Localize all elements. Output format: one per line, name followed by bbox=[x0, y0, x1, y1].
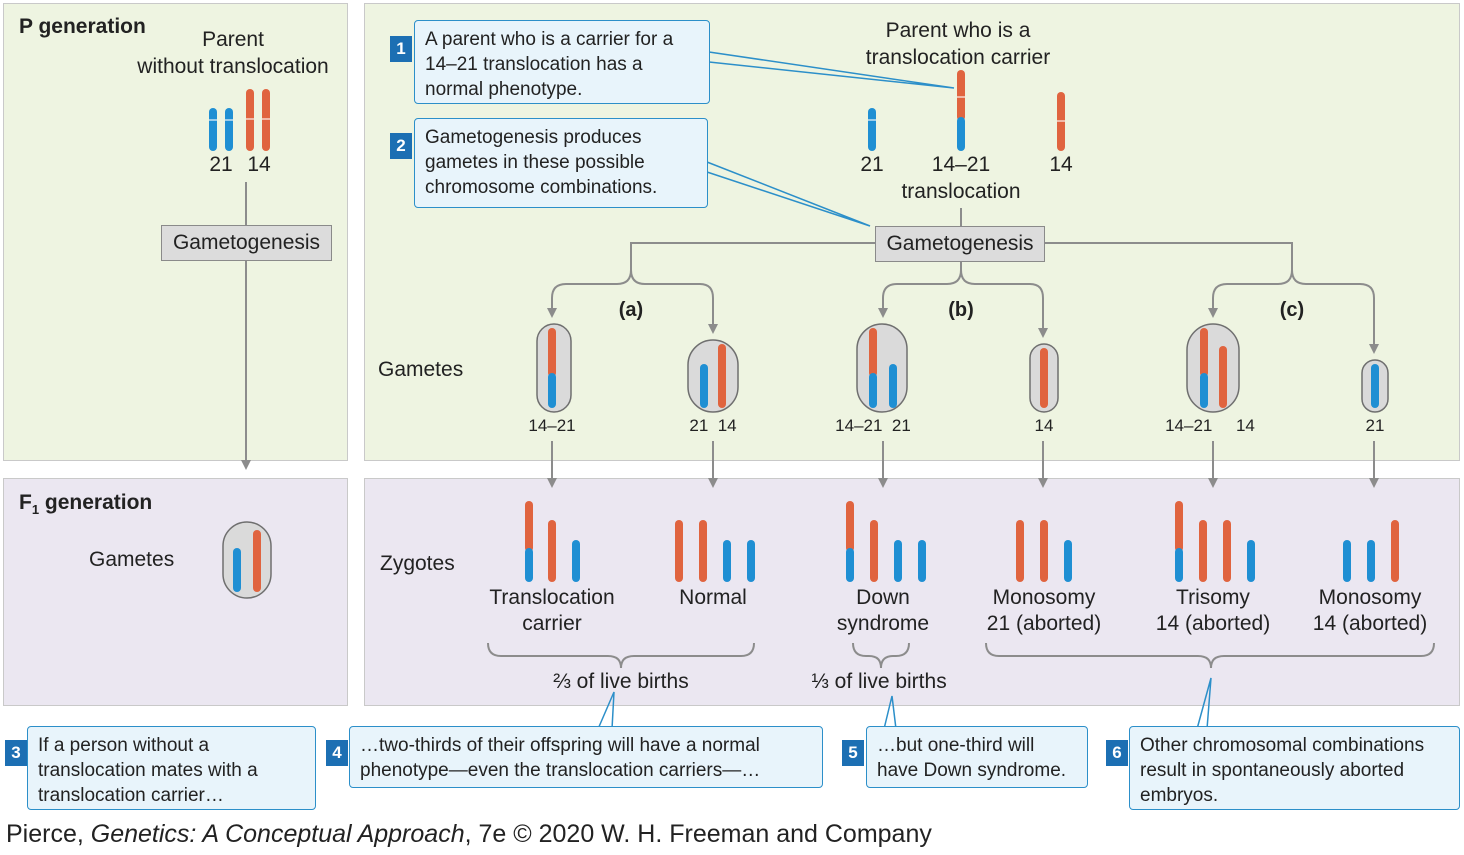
gametogenesis-box-left: Gametogenesis bbox=[161, 225, 332, 261]
zygote-2-line1: Normal bbox=[679, 586, 747, 609]
group-a-label: (a) bbox=[618, 299, 644, 321]
credit-line: Pierce, Genetics: A Conceptual Approach,… bbox=[6, 820, 932, 849]
gametogenesis-box-right: Gametogenesis bbox=[875, 226, 1045, 262]
gamete-label-b2: 14 bbox=[1034, 416, 1054, 435]
callout-6-line2: result in spontaneously aborted bbox=[1140, 760, 1405, 781]
gamete-label-a2: 21 14 bbox=[689, 416, 737, 435]
zygote-3-line1: Down bbox=[856, 586, 910, 609]
chrom-label-14-right: 14 bbox=[1049, 153, 1073, 176]
carrier-parent-label-2: translocation carrier bbox=[865, 46, 1051, 69]
callout-2-line3: chromosome combinations. bbox=[425, 177, 658, 198]
callout-6: Other chromosomal combinations result in… bbox=[1129, 726, 1460, 810]
callout-2-line2: gametes in these possible bbox=[425, 152, 645, 173]
callout-5-number: 5 bbox=[842, 740, 864, 766]
callout-1-line1: A parent who is a carrier for a bbox=[425, 29, 674, 50]
chrom-label-14-left: 14 bbox=[247, 153, 271, 176]
gamete-label-c2: 21 bbox=[1365, 416, 1385, 435]
chrom-label-14-21-right: 14–21 bbox=[931, 153, 991, 176]
f1-gamete-oval bbox=[222, 521, 272, 599]
zygote-1-line2: carrier bbox=[522, 612, 582, 635]
p-generation-title: P generation bbox=[19, 15, 146, 38]
chrom-label-21-left: 21 bbox=[209, 153, 233, 176]
f1-title-sub: 1 bbox=[31, 502, 40, 518]
chrom-label-21-right: 21 bbox=[860, 153, 884, 176]
callout-4: …two-thirds of their offspring will have… bbox=[349, 726, 823, 788]
callout-4-line1: …two-thirds of their offspring will have… bbox=[360, 735, 760, 756]
f1-title-rest: generation bbox=[39, 491, 153, 514]
f1-gametes-label: Gametes bbox=[89, 548, 175, 571]
callout-1-line2: 14–21 translocation has a bbox=[425, 54, 643, 75]
callout-2: Gametogenesis produces gametes in these … bbox=[414, 118, 708, 208]
callout-3-line2: translocation mates with a bbox=[38, 760, 258, 781]
callout-1-number: 1 bbox=[390, 36, 412, 62]
parent-without-translocation-label-1: Parent bbox=[202, 28, 264, 51]
two-thirds-live-births: ⅔ of live births bbox=[553, 670, 689, 693]
credit-title: Genetics: A Conceptual Approach bbox=[90, 820, 465, 848]
callout-5: …but one-third will have Down syndrome. bbox=[866, 726, 1088, 788]
zygote-1-line1: Translocation bbox=[489, 586, 615, 609]
zygote-4-line1: Monosomy bbox=[992, 586, 1096, 609]
parent-without-translocation-label-2: without translocation bbox=[137, 55, 329, 78]
one-third-live-births: ⅓ of live births bbox=[811, 670, 947, 693]
callout-6-line3: embryos. bbox=[1140, 785, 1219, 806]
f1-generation-title: F1 generation bbox=[19, 491, 152, 522]
gamete-label-b1: 14–21 21 bbox=[835, 416, 911, 435]
zygote-5-line2: 14 (aborted) bbox=[1155, 612, 1271, 635]
group-c-label: (c) bbox=[1279, 299, 1305, 321]
zygote-6-line2: 14 (aborted) bbox=[1312, 612, 1428, 635]
callout-2-line1: Gametogenesis produces bbox=[425, 127, 642, 148]
group-b-label: (b) bbox=[948, 299, 974, 321]
credit-post: , 7e © 2020 W. H. Freeman and Company bbox=[464, 820, 932, 848]
credit-pre: Pierce, bbox=[6, 820, 91, 848]
f1-title-f: F bbox=[19, 491, 32, 514]
gamete-label-c1: 14–21 14 bbox=[1165, 416, 1255, 435]
callout-3-line3: translocation carrier… bbox=[38, 785, 224, 806]
callout-5-line1: …but one-third will bbox=[877, 735, 1035, 756]
zygote-5-line1: Trisomy bbox=[1176, 586, 1250, 609]
carrier-parent-label-1: Parent who is a bbox=[885, 19, 1031, 42]
callout-4-line2: phenotype—even the translocation carrier… bbox=[360, 760, 761, 781]
callout-2-number: 2 bbox=[390, 133, 412, 159]
callout-3: If a person without a translocation mate… bbox=[27, 726, 316, 810]
callout-1-line3: normal phenotype. bbox=[425, 79, 583, 100]
callout-3-line1: If a person without a bbox=[38, 735, 210, 756]
zygote-6-line1: Monosomy bbox=[1318, 586, 1422, 609]
callout-6-number: 6 bbox=[1106, 740, 1128, 766]
translocation-word: translocation bbox=[901, 180, 1021, 203]
gametes-row-label: Gametes bbox=[378, 358, 464, 381]
callout-1: A parent who is a carrier for a 14–21 tr… bbox=[414, 20, 710, 104]
f1-generation-left-panel bbox=[3, 478, 348, 706]
zygotes-row-label: Zygotes bbox=[380, 552, 455, 575]
gamete-label-a1: 14–21 bbox=[528, 416, 576, 435]
callout-6-line1: Other chromosomal combinations bbox=[1140, 735, 1425, 756]
zygote-4-line2: 21 (aborted) bbox=[986, 612, 1102, 635]
callout-3-number: 3 bbox=[5, 740, 27, 766]
zygote-3-line2: syndrome bbox=[836, 612, 930, 635]
callout-4-number: 4 bbox=[326, 740, 348, 766]
f1-generation-right-panel bbox=[364, 478, 1460, 706]
callout-5-line2: have Down syndrome. bbox=[877, 760, 1067, 781]
